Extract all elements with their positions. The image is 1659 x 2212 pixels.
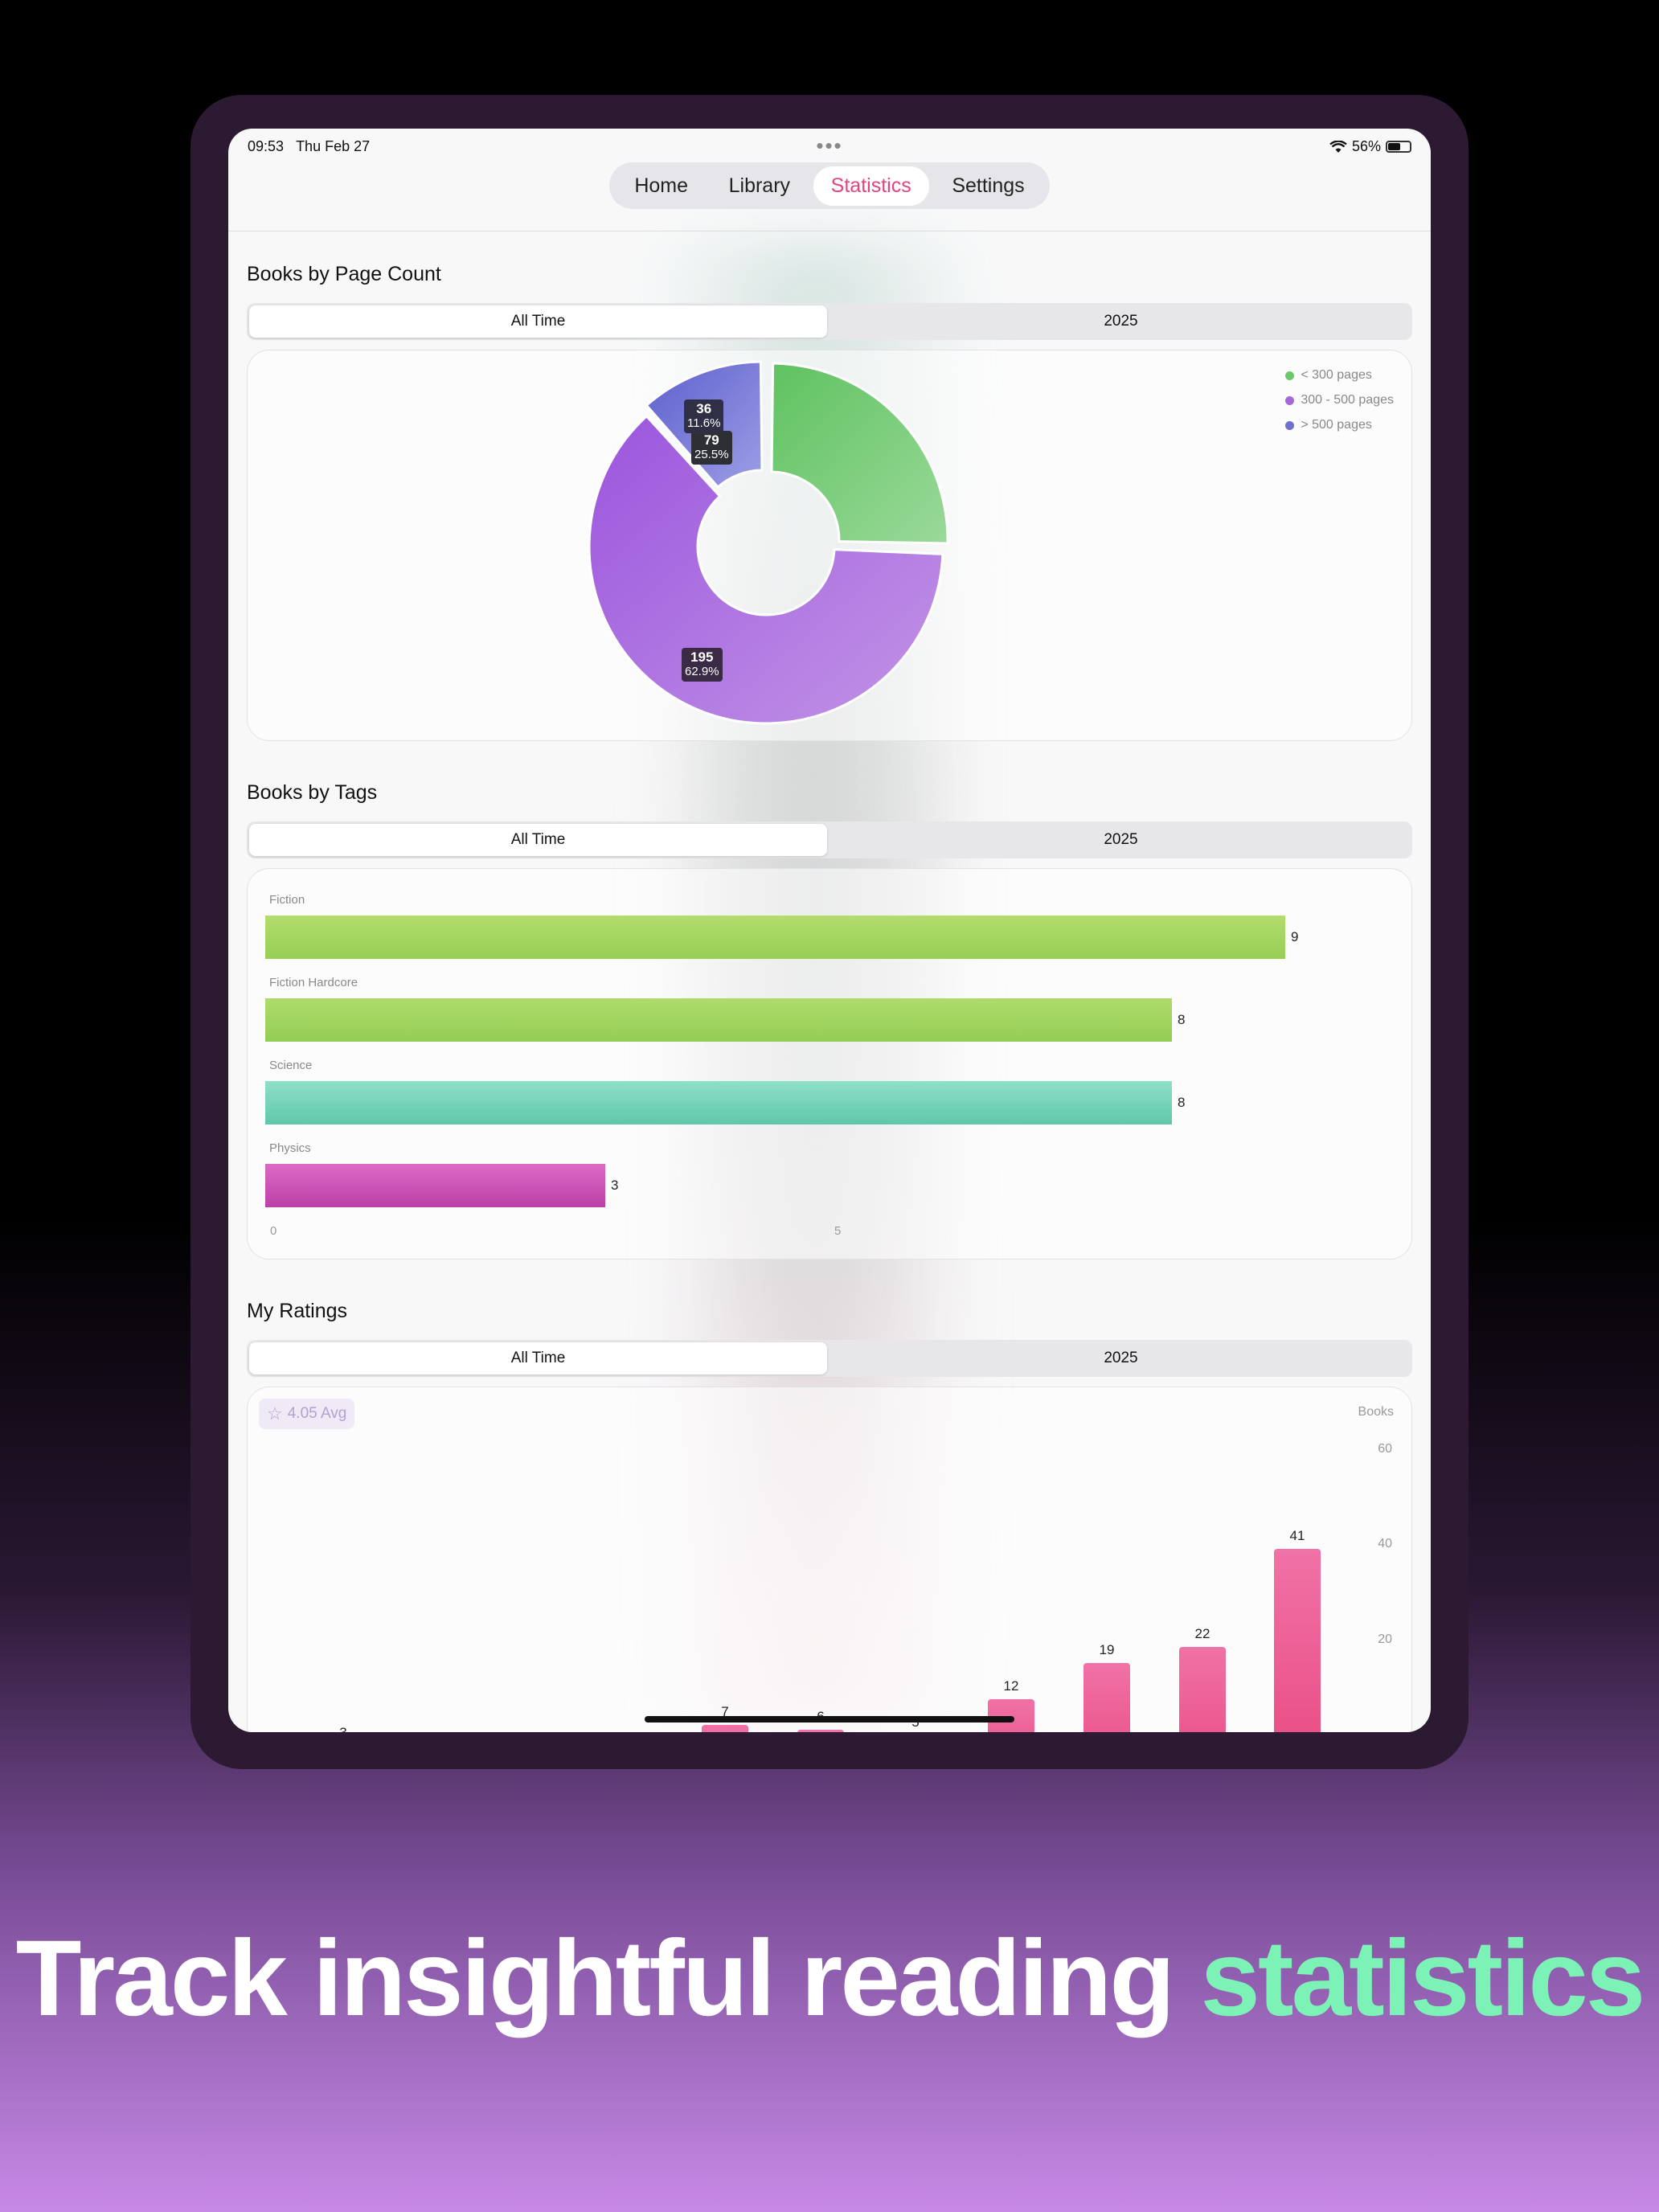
page-count-donut-chart bbox=[588, 360, 949, 725]
slice-label-less-300: 79 25.5% bbox=[691, 431, 732, 465]
bar-value-label: 3 bbox=[611, 1178, 619, 1193]
bar-category-label: Fiction Hardcore bbox=[269, 976, 358, 989]
segment-all-time[interactable]: All Time bbox=[249, 824, 827, 856]
tab-statistics[interactable]: Statistics bbox=[813, 166, 929, 206]
battery-icon bbox=[1386, 141, 1411, 153]
slice-label-300-500: 195 62.9% bbox=[682, 648, 723, 682]
page-count-title: Books by Page Count bbox=[247, 263, 441, 285]
ratings-chart-card: ☆ 4.05 Avg Books 60 40 20 376512192241 bbox=[247, 1387, 1412, 1732]
rating-bar bbox=[797, 1730, 844, 1732]
page-count-chart-card: < 300 pages 300 - 500 pages > 500 pages … bbox=[247, 350, 1412, 741]
battery-percent: 56% bbox=[1351, 138, 1381, 154]
slice-300-500[interactable] bbox=[588, 415, 944, 725]
page-count-period-picker: All Time 2025 bbox=[247, 303, 1412, 340]
average-rating-badge: ☆ 4.05 Avg bbox=[259, 1399, 355, 1429]
rating-bar bbox=[988, 1698, 1034, 1732]
x-axis-tick: 0 bbox=[270, 1224, 277, 1238]
rating-bar bbox=[1274, 1549, 1321, 1732]
rating-bar-value: 12 bbox=[1003, 1677, 1019, 1694]
home-indicator[interactable] bbox=[645, 1716, 1014, 1722]
y-axis-tick: 60 bbox=[1378, 1442, 1392, 1456]
rating-bar-value: 22 bbox=[1194, 1626, 1210, 1642]
rating-bar bbox=[1083, 1662, 1130, 1732]
page-count-legend: < 300 pages 300 - 500 pages > 500 pages bbox=[1285, 368, 1394, 443]
tab-library[interactable]: Library bbox=[728, 174, 791, 197]
legend-item: > 500 pages bbox=[1285, 418, 1394, 432]
marketing-headline: Track insightful reading statistics bbox=[15, 1919, 1646, 2038]
rating-bar bbox=[1179, 1647, 1226, 1732]
tag-bar-physics bbox=[265, 1164, 605, 1207]
tab-settings[interactable]: Settings bbox=[952, 174, 1025, 197]
wifi-icon bbox=[1329, 140, 1347, 153]
tags-title: Books by Tags bbox=[247, 781, 378, 804]
bar-category-label: Physics bbox=[269, 1141, 311, 1155]
app-screen: 09:53 Thu Feb 27 ••• 56% Home Library St… bbox=[228, 129, 1431, 1732]
y-axis-tick: 40 bbox=[1378, 1537, 1392, 1550]
bar-category-label: Science bbox=[269, 1059, 313, 1072]
y-axis-tick: 20 bbox=[1378, 1632, 1392, 1646]
legend-item: < 300 pages bbox=[1285, 368, 1394, 383]
status-bar: 09:53 Thu Feb 27 ••• 56% bbox=[248, 133, 1411, 159]
segment-2025[interactable]: 2025 bbox=[1104, 831, 1138, 848]
legend-item: 300 - 500 pages bbox=[1285, 393, 1394, 408]
ratings-period-picker: All Time 2025 bbox=[247, 1340, 1412, 1377]
tab-home[interactable]: Home bbox=[634, 174, 688, 197]
tab-bar: Home Library Statistics Settings bbox=[609, 162, 1050, 209]
rating-bar-value: 3 bbox=[319, 1725, 367, 1732]
bar-value-label: 8 bbox=[1178, 1095, 1186, 1110]
tag-bar-science bbox=[265, 1081, 1172, 1124]
bar-value-label: 8 bbox=[1178, 1012, 1186, 1027]
bar-value-label: 9 bbox=[1291, 929, 1299, 944]
segment-all-time[interactable]: All Time bbox=[249, 1342, 827, 1374]
multitasking-dots-icon[interactable]: ••• bbox=[816, 133, 843, 158]
tag-bar-fiction bbox=[265, 916, 1285, 959]
rating-bar-value: 19 bbox=[1099, 1641, 1115, 1657]
tags-period-picker: All Time 2025 bbox=[247, 821, 1412, 858]
slice-label-over-500: 36 11.6% bbox=[684, 399, 724, 433]
rating-bar-value: 7 bbox=[721, 1703, 729, 1719]
status-time: 09:53 Thu Feb 27 bbox=[248, 138, 371, 154]
slice-less-300[interactable] bbox=[770, 362, 949, 545]
ratings-title: My Ratings bbox=[247, 1300, 348, 1322]
rating-bar-value: 41 bbox=[1289, 1528, 1305, 1544]
segment-2025[interactable]: 2025 bbox=[1104, 313, 1138, 330]
x-axis-tick: 5 bbox=[834, 1224, 842, 1238]
tags-chart-card: Fiction 9 Fiction Hardcore 8 Science 8 P… bbox=[247, 868, 1412, 1260]
tag-bar-fiction-hardcore bbox=[265, 998, 1172, 1042]
y-axis-title: Books bbox=[1358, 1405, 1394, 1419]
segment-2025[interactable]: 2025 bbox=[1104, 1350, 1138, 1366]
segment-all-time[interactable]: All Time bbox=[249, 305, 827, 338]
rating-bar bbox=[702, 1724, 748, 1732]
bar-category-label: Fiction bbox=[269, 893, 305, 907]
star-icon: ☆ bbox=[267, 1403, 283, 1423]
